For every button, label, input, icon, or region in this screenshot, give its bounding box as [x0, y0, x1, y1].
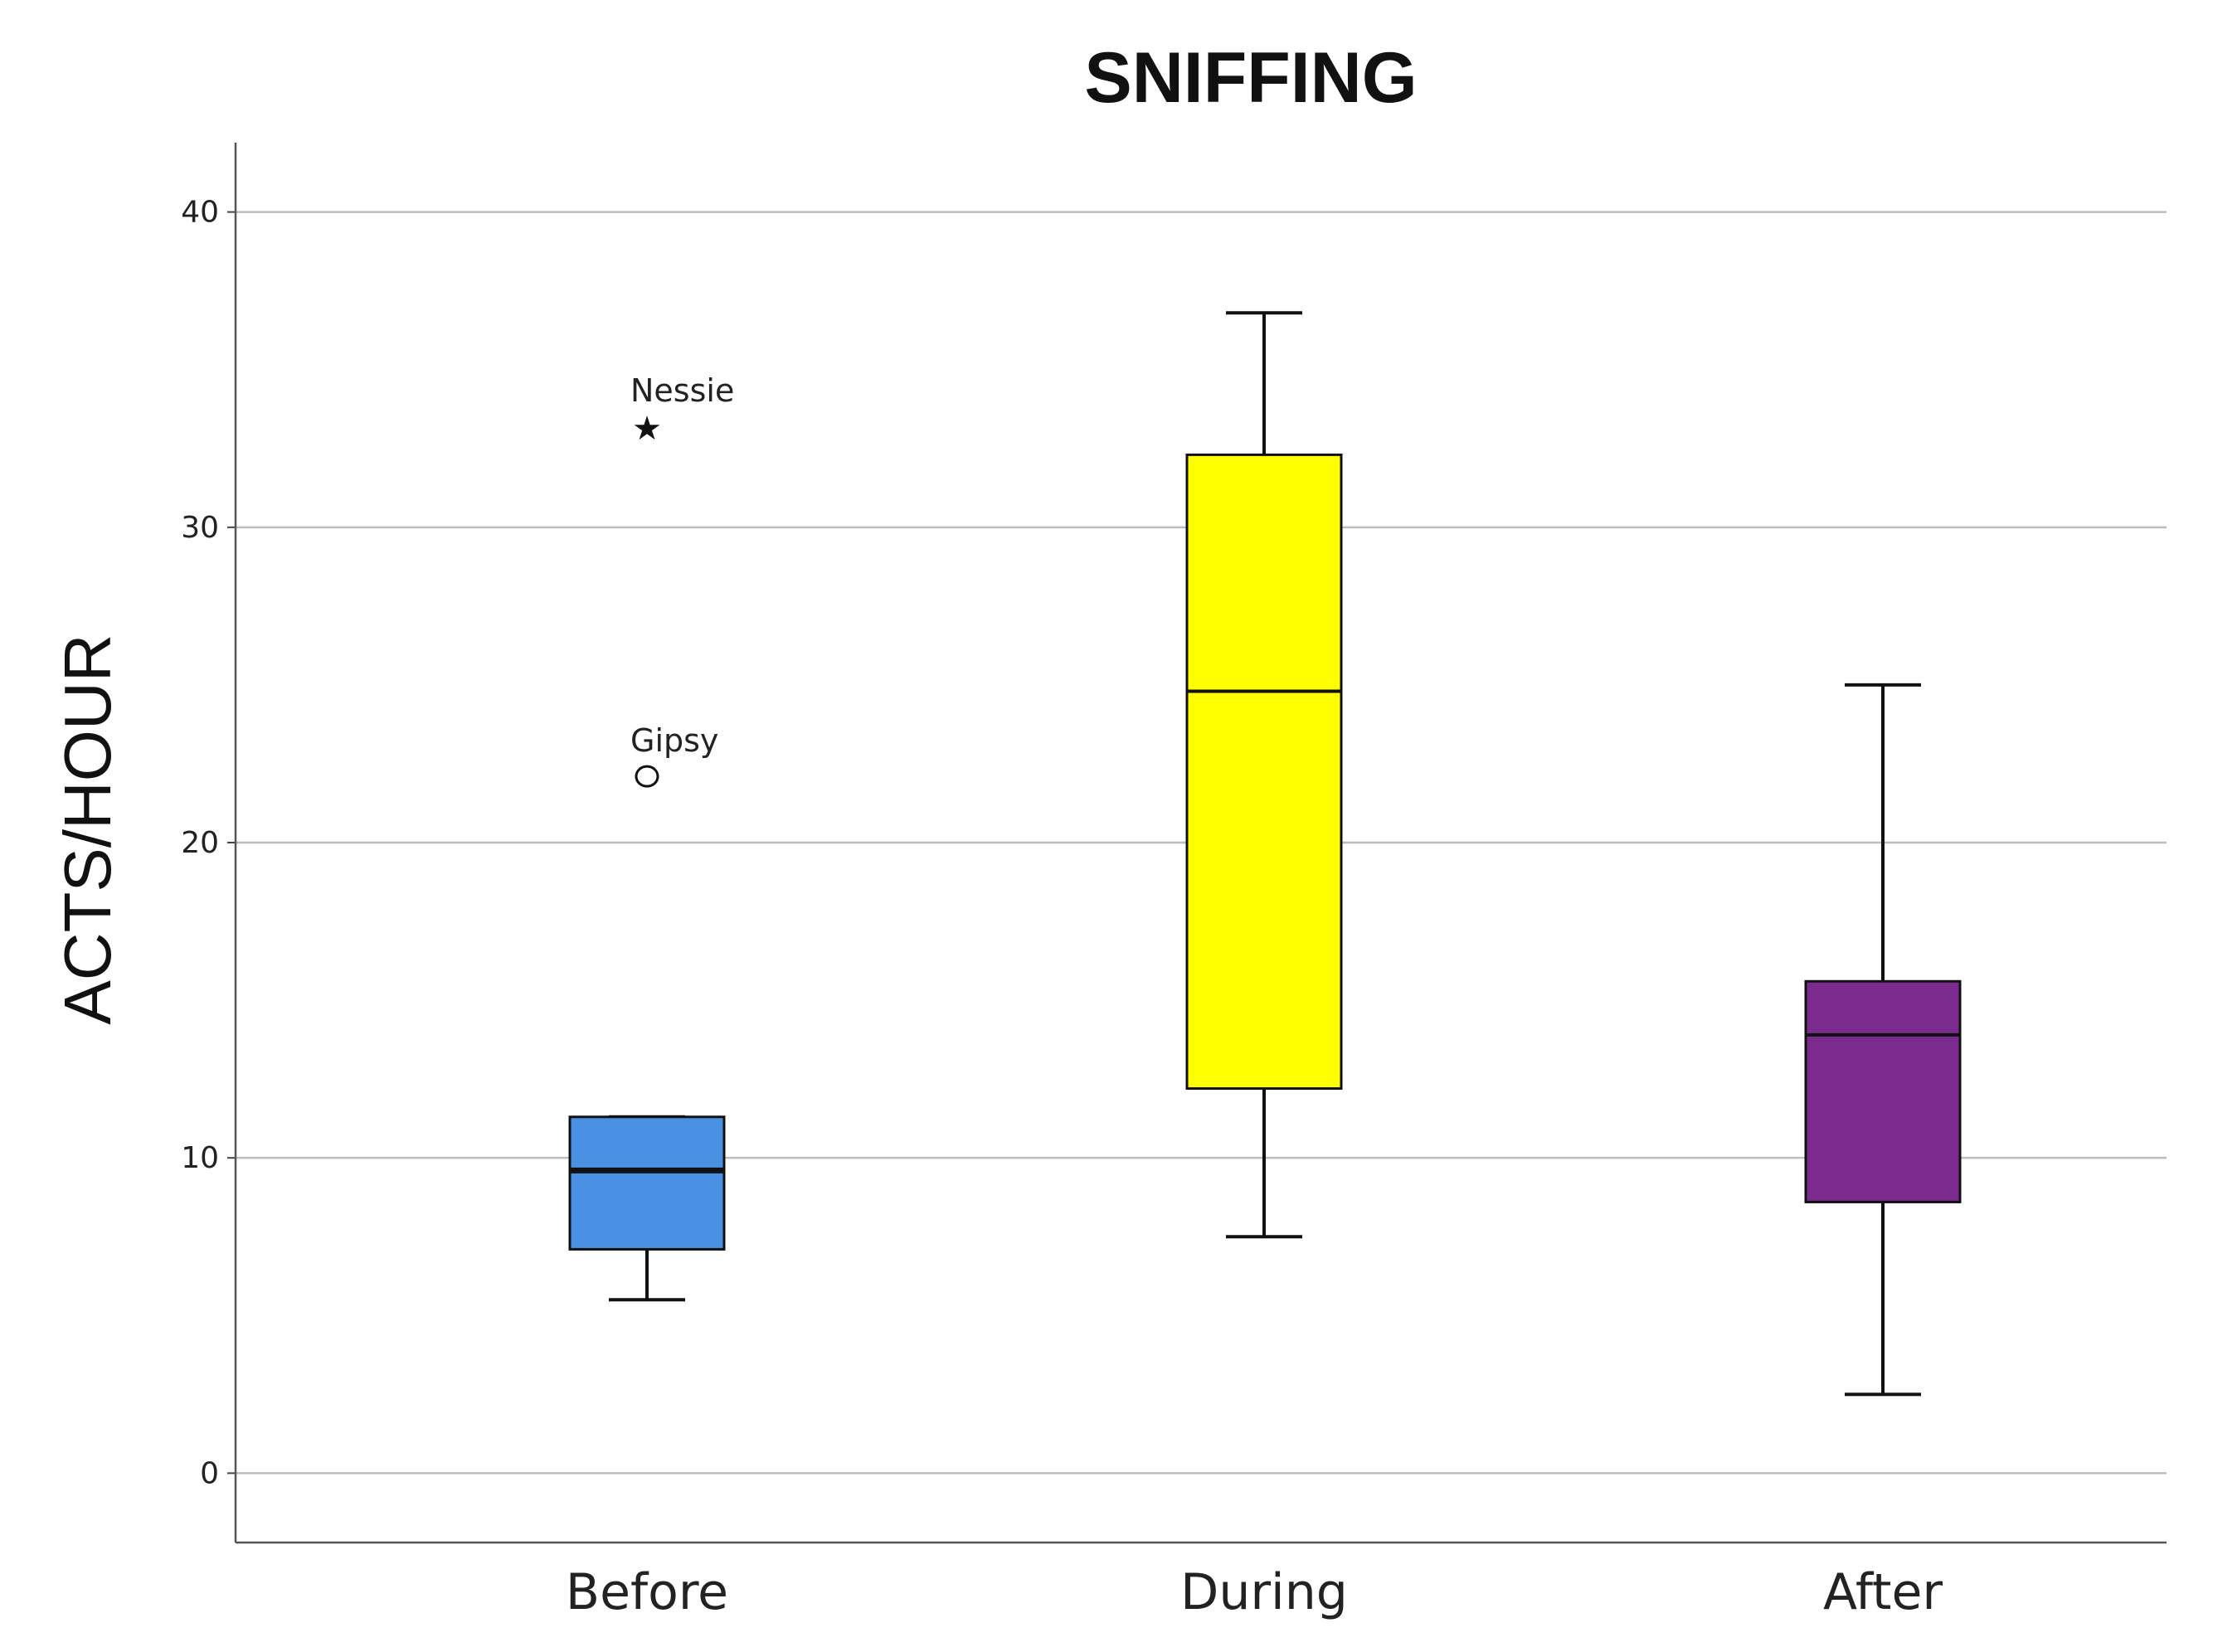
x-category-label-after: After: [1823, 1563, 1943, 1621]
box-before: [568, 1115, 726, 1251]
y-tick-label-20: 20: [181, 826, 219, 860]
y-tick-label-10: 10: [181, 1141, 219, 1175]
box-group-before: ★Nessie Gipsy: [568, 372, 734, 1302]
x-category-label-during: During: [1180, 1563, 1348, 1621]
y-axis-label: ACTS/HOUR: [51, 634, 124, 1024]
y-tick-label-40: 40: [181, 196, 219, 230]
x-category-label-before: Before: [566, 1563, 728, 1621]
y-tick-label-30: 30: [181, 511, 219, 545]
y-tick-label-0: 0: [200, 1456, 219, 1490]
chart-title: SNIFFING: [1084, 38, 1417, 118]
outlier-label-nessie: Nessie: [630, 372, 734, 409]
box-after: [1804, 979, 1962, 1203]
axes: [227, 143, 2167, 1544]
outlier-label-gipsy: Gipsy: [630, 722, 718, 759]
outlier-marker-gipsy: [635, 765, 659, 788]
outlier-marker-nessie: ★: [632, 410, 662, 448]
box-group-during: [1185, 311, 1343, 1239]
box-during: [1185, 453, 1343, 1091]
tick-labels: 0 10 20 30 40 Before During After: [181, 196, 1943, 1621]
boxes: ★Nessie Gipsy: [568, 311, 1962, 1397]
box-group-after: [1804, 683, 1962, 1397]
